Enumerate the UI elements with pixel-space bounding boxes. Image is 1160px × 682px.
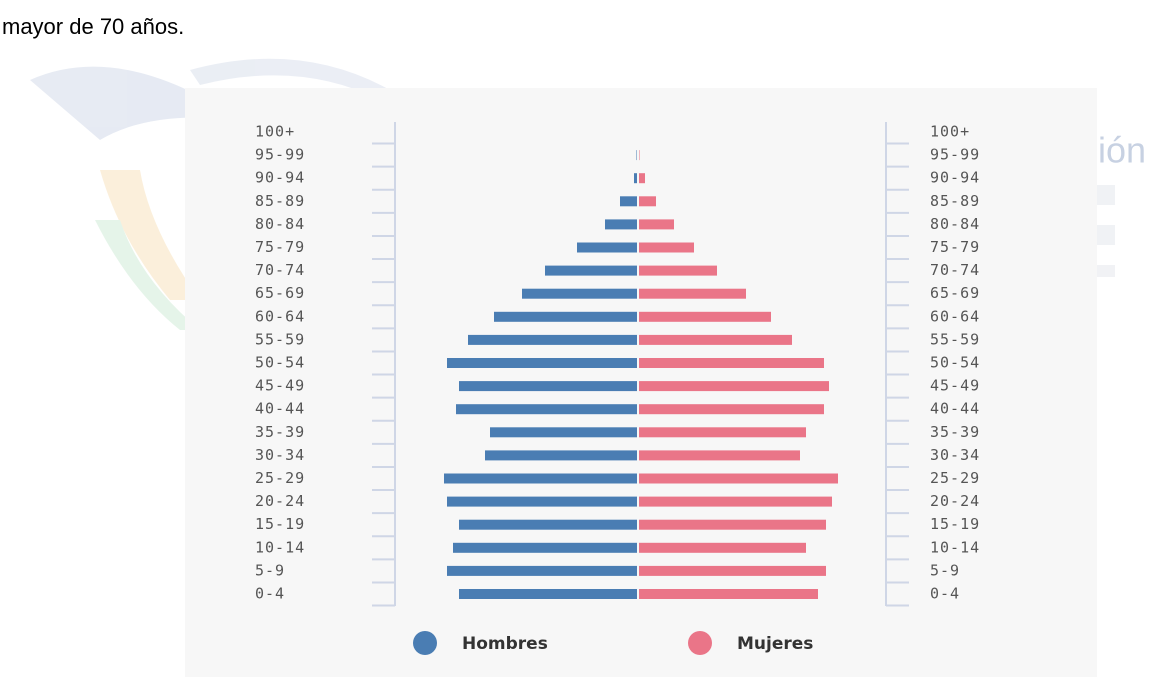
bar xyxy=(639,542,806,553)
bar xyxy=(459,381,637,392)
bar xyxy=(639,311,771,322)
bar xyxy=(447,565,637,576)
bar xyxy=(636,150,637,161)
legend-label: Hombres xyxy=(462,634,548,654)
bar xyxy=(605,219,637,230)
age-label-left: 20-24 xyxy=(255,492,305,510)
bar xyxy=(639,519,826,530)
bar xyxy=(639,173,645,184)
bar xyxy=(639,565,826,576)
bar xyxy=(639,381,829,392)
age-label-right: 30-34 xyxy=(930,446,980,464)
age-label-left: 40-44 xyxy=(255,400,305,418)
age-label-left: 85-89 xyxy=(255,192,305,210)
bar xyxy=(639,427,806,438)
age-label-right: 55-59 xyxy=(930,330,980,348)
age-label-left: 55-59 xyxy=(255,330,305,348)
bar xyxy=(459,589,637,599)
bar xyxy=(490,427,637,438)
age-label-left: 95-99 xyxy=(255,146,305,164)
watermark-text: ión xyxy=(1098,130,1146,171)
age-label-right: 100+ xyxy=(930,123,970,141)
legend-marker xyxy=(688,631,712,655)
age-label-left: 65-69 xyxy=(255,284,305,302)
bar xyxy=(639,473,838,484)
bar xyxy=(639,196,656,207)
age-label-left: 75-79 xyxy=(255,238,305,256)
age-label-left: 80-84 xyxy=(255,215,305,233)
age-label-left: 25-29 xyxy=(255,469,305,487)
watermark-logo xyxy=(30,58,1115,330)
age-label-left: 15-19 xyxy=(255,515,305,533)
age-label-left: 10-14 xyxy=(255,538,305,556)
bar xyxy=(468,334,637,345)
bar xyxy=(444,473,637,484)
bar xyxy=(453,542,637,553)
age-label-left: 45-49 xyxy=(255,377,305,395)
age-label-right: 75-79 xyxy=(930,238,980,256)
age-label-right: 70-74 xyxy=(930,261,980,279)
age-label-right: 95-99 xyxy=(930,146,980,164)
age-label-right: 40-44 xyxy=(930,400,980,418)
age-label-left: 5-9 xyxy=(255,561,285,579)
age-label-left: 70-74 xyxy=(255,261,305,279)
bar xyxy=(545,265,637,276)
bar xyxy=(639,358,824,368)
age-label-right: 20-24 xyxy=(930,492,980,510)
age-label-right: 65-69 xyxy=(930,284,980,302)
age-label-right: 35-39 xyxy=(930,423,980,441)
bar xyxy=(639,404,824,415)
age-label-right: 5-9 xyxy=(930,561,960,579)
bar xyxy=(639,288,746,299)
document-text: mayor de 70 años. xyxy=(2,14,184,39)
bar xyxy=(447,358,637,368)
age-label-right: 0-4 xyxy=(930,585,960,603)
bar xyxy=(459,519,637,530)
age-label-left: 60-64 xyxy=(255,307,305,325)
bar xyxy=(639,496,832,507)
age-label-right: 45-49 xyxy=(930,377,980,395)
bar xyxy=(485,450,637,461)
age-label-right: 50-54 xyxy=(930,354,980,372)
age-label-left: 30-34 xyxy=(255,446,305,464)
bar xyxy=(577,242,637,253)
bar xyxy=(456,404,637,415)
bar xyxy=(639,265,717,276)
bar xyxy=(494,311,637,322)
age-label-left: 90-94 xyxy=(255,169,305,187)
bar xyxy=(620,196,637,207)
age-label-right: 85-89 xyxy=(930,192,980,210)
bar xyxy=(639,589,818,599)
legend-marker xyxy=(413,631,437,655)
age-label-right: 90-94 xyxy=(930,169,980,187)
age-label-right: 80-84 xyxy=(930,215,980,233)
age-label-left: 50-54 xyxy=(255,354,305,372)
age-label-left: 0-4 xyxy=(255,585,285,603)
bar xyxy=(639,150,640,161)
bar xyxy=(639,242,694,253)
age-label-left: 100+ xyxy=(255,123,295,141)
bar xyxy=(634,173,637,184)
age-label-right: 25-29 xyxy=(930,469,980,487)
bar xyxy=(447,496,637,507)
age-label-right: 15-19 xyxy=(930,515,980,533)
bar xyxy=(639,219,674,230)
age-label-left: 35-39 xyxy=(255,423,305,441)
age-label-right: 10-14 xyxy=(930,538,980,556)
legend-label: Mujeres xyxy=(737,634,813,654)
bar xyxy=(639,334,792,345)
bar xyxy=(522,288,637,299)
bar xyxy=(639,450,800,461)
age-label-right: 60-64 xyxy=(930,307,980,325)
